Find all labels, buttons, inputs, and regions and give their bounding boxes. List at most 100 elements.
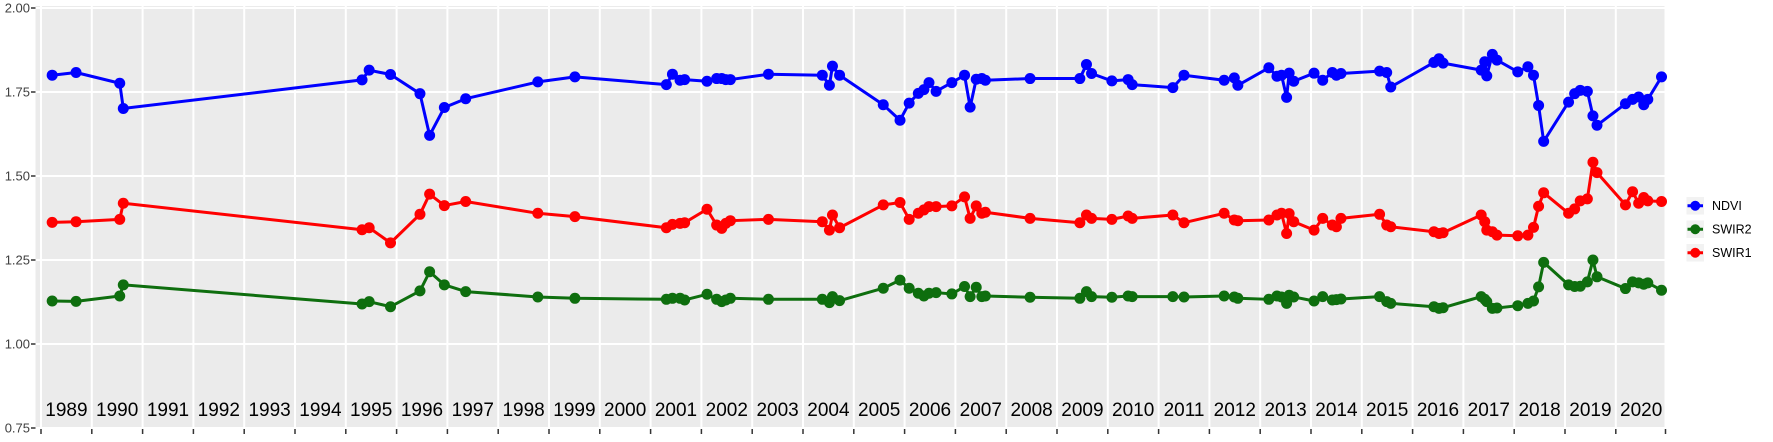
data-point-swir1 [1512, 230, 1524, 242]
data-point-swir2 [1528, 295, 1540, 307]
x-tick-label: 1993 [248, 400, 290, 421]
data-point-swir2 [363, 296, 375, 308]
data-point-swir2 [724, 292, 736, 304]
data-point-swir2 [1218, 290, 1230, 302]
data-point-swir2 [1178, 291, 1190, 303]
data-point-swir1 [930, 201, 942, 213]
data-point-swir2 [1288, 291, 1300, 303]
data-point-ndvi [1656, 71, 1668, 83]
data-point-swir2 [114, 290, 126, 302]
data-point-swir2 [1232, 292, 1244, 304]
data-point-ndvi [816, 69, 828, 81]
data-point-ndvi [1437, 57, 1449, 69]
legend-label-swir2: SWIR2 [1712, 223, 1752, 237]
data-point-ndvi [930, 85, 942, 97]
data-point-ndvi [923, 77, 935, 89]
data-point-ndvi [724, 74, 736, 86]
data-point-swir2 [424, 266, 436, 278]
data-point-swir1 [363, 222, 375, 234]
data-point-swir2 [1335, 293, 1347, 305]
data-point-ndvi [1563, 96, 1575, 108]
data-point-ndvi [679, 74, 691, 86]
data-point-swir2 [1126, 291, 1138, 303]
legend-item-ndvi: NDVI [1686, 197, 1742, 215]
axis-ticks [31, 7, 1667, 434]
data-point-swir1 [1335, 212, 1347, 224]
data-point-swir2 [834, 295, 846, 307]
data-point-swir2 [946, 288, 958, 300]
data-point-ndvi [1317, 74, 1329, 86]
x-tick-label: 2019 [1569, 400, 1611, 421]
data-point-ndvi [70, 67, 82, 79]
data-point-ndvi [1218, 74, 1230, 86]
data-point-swir1 [816, 216, 828, 228]
x-tick-label: 2012 [1214, 400, 1256, 421]
data-point-swir2 [1317, 291, 1329, 303]
data-point-swir1 [1074, 217, 1086, 229]
data-point-ndvi [964, 101, 976, 113]
data-point-swir2 [117, 279, 129, 291]
data-point-ndvi [1263, 62, 1275, 74]
data-point-swir1 [1522, 229, 1534, 241]
x-tick-label: 2011 [1164, 400, 1205, 421]
x-tick-label: 2007 [960, 400, 1002, 421]
x-tick-label: 1996 [401, 400, 443, 421]
data-point-ndvi [1491, 54, 1503, 66]
data-point-swir2 [1437, 302, 1449, 314]
x-tick-label: 2003 [756, 400, 798, 421]
data-point-swir1 [414, 208, 426, 220]
data-point-ndvi [834, 69, 846, 81]
data-point-swir2 [1086, 291, 1098, 303]
data-point-swir2 [70, 295, 82, 307]
data-point-swir1 [1581, 193, 1593, 205]
x-tick-label: 1998 [502, 400, 544, 421]
x-tick-label: 2009 [1061, 400, 1103, 421]
data-point-ndvi [569, 71, 581, 83]
data-point-ndvi [959, 69, 971, 81]
x-tick-label: 1997 [452, 400, 494, 421]
data-point-swir2 [1587, 254, 1599, 266]
legend-label-ndvi: NDVI [1712, 199, 1742, 213]
data-point-swir1 [724, 215, 736, 227]
data-point-swir2 [1512, 300, 1524, 312]
x-tick-label: 2013 [1264, 400, 1306, 421]
data-point-ndvi [1288, 75, 1300, 87]
data-point-swir1 [964, 212, 976, 224]
data-point-ndvi [1479, 56, 1491, 68]
legend: NDVI SWIR2 SWIR1 [1686, 197, 1752, 262]
data-point-ndvi [1538, 135, 1550, 147]
data-point-ndvi [1533, 99, 1545, 111]
data-point-swir1 [1591, 167, 1603, 179]
data-point-swir1 [1538, 187, 1550, 199]
x-tick-label: 1999 [553, 400, 595, 421]
data-point-swir2 [569, 292, 581, 304]
data-point-ndvi [1335, 68, 1347, 80]
x-tick-label: 1995 [350, 400, 392, 421]
data-point-swir1 [460, 196, 472, 208]
legend-point-swir2 [1690, 224, 1701, 235]
data-point-ndvi [414, 88, 426, 100]
data-point-swir2 [1642, 277, 1654, 289]
x-tick-label: 2016 [1417, 400, 1459, 421]
data-point-swir1 [762, 213, 774, 225]
data-point-swir2 [701, 288, 713, 300]
data-point-ndvi [1385, 81, 1397, 93]
data-point-swir1 [1437, 227, 1449, 239]
data-point-swir2 [959, 281, 971, 293]
data-point-ndvi [894, 114, 906, 126]
data-point-swir1 [117, 197, 129, 209]
data-point-swir1 [1106, 213, 1118, 225]
data-point-ndvi [1074, 73, 1086, 85]
data-point-ndvi [1587, 110, 1599, 122]
y-tick-label: 0.75 [5, 421, 30, 436]
data-point-ndvi [1481, 70, 1493, 82]
data-point-ndvi [117, 102, 129, 114]
data-point-swir1 [1479, 216, 1491, 228]
data-point-ndvi [1167, 82, 1179, 94]
data-point-ndvi [1581, 85, 1593, 97]
data-point-swir1 [1587, 156, 1599, 168]
data-point-ndvi [701, 75, 713, 87]
data-point-ndvi [385, 69, 397, 81]
data-point-swir2 [385, 301, 397, 313]
data-point-ndvi [1281, 91, 1293, 103]
